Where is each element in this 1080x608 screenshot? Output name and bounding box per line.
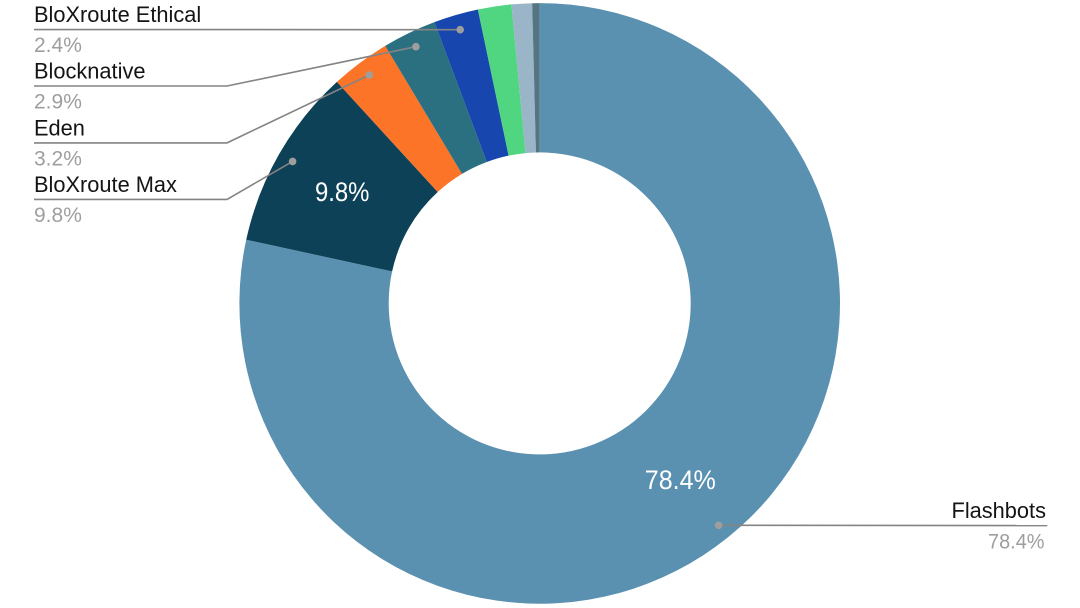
svg-text:2.4%: 2.4% bbox=[34, 34, 82, 57]
svg-text:78.4%: 78.4% bbox=[988, 530, 1045, 553]
svg-text:9.8%: 9.8% bbox=[315, 177, 370, 207]
svg-text:2.9%: 2.9% bbox=[34, 91, 82, 114]
svg-text:9.8%: 9.8% bbox=[34, 204, 82, 227]
svg-text:Eden: Eden bbox=[34, 115, 85, 140]
svg-text:3.2%: 3.2% bbox=[34, 147, 82, 170]
svg-text:78.4%: 78.4% bbox=[645, 465, 716, 495]
svg-text:Blocknative: Blocknative bbox=[34, 59, 145, 84]
svg-text:BloXroute Max: BloXroute Max bbox=[34, 172, 177, 197]
svg-text:BloXroute Ethical: BloXroute Ethical bbox=[34, 2, 201, 27]
svg-text:Flashbots: Flashbots bbox=[952, 498, 1047, 523]
